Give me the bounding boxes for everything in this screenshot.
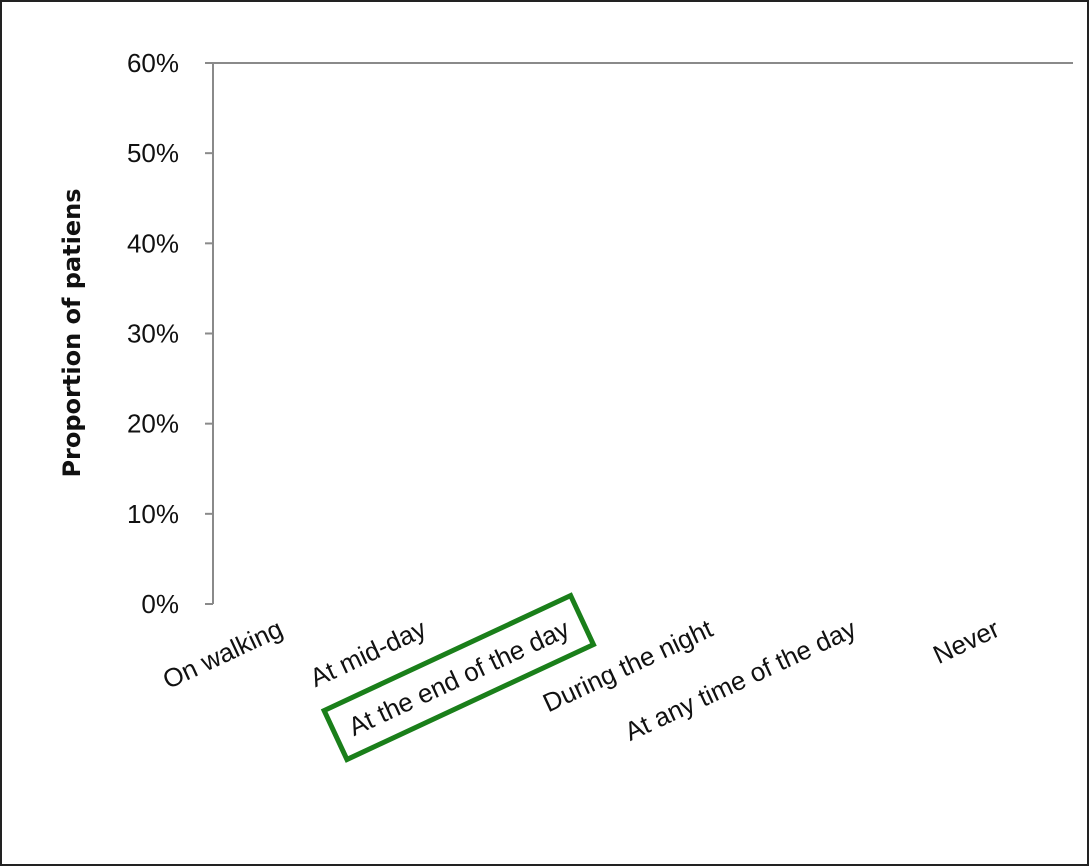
- y-axis: 0% 10% 20% 30% 40% 50% 60%: [127, 48, 1073, 619]
- x-tick-label: At mid-day: [305, 613, 430, 693]
- y-tick-label: 0%: [141, 589, 179, 619]
- y-tick-label: 30%: [127, 319, 179, 349]
- x-tick-label: At any time of the day: [620, 613, 861, 746]
- y-axis-label: Proportion of patiens: [58, 188, 86, 477]
- x-tick-label: Never: [928, 613, 1004, 670]
- y-tick-label: 50%: [127, 138, 179, 168]
- y-tick-label: 40%: [127, 228, 179, 258]
- y-tick-label: 20%: [127, 409, 179, 439]
- highlight-box: [320, 592, 597, 763]
- x-tick-label: On walking: [158, 613, 287, 695]
- y-tick-label: 60%: [127, 48, 179, 78]
- y-tick-label: 10%: [127, 499, 179, 529]
